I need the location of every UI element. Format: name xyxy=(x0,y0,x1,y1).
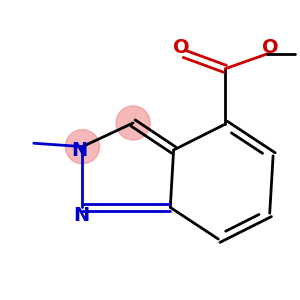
Circle shape xyxy=(65,130,100,164)
Text: N: N xyxy=(73,206,89,225)
Text: O: O xyxy=(173,38,190,57)
Circle shape xyxy=(116,106,150,140)
Text: N: N xyxy=(71,140,87,160)
Text: O: O xyxy=(262,38,279,57)
